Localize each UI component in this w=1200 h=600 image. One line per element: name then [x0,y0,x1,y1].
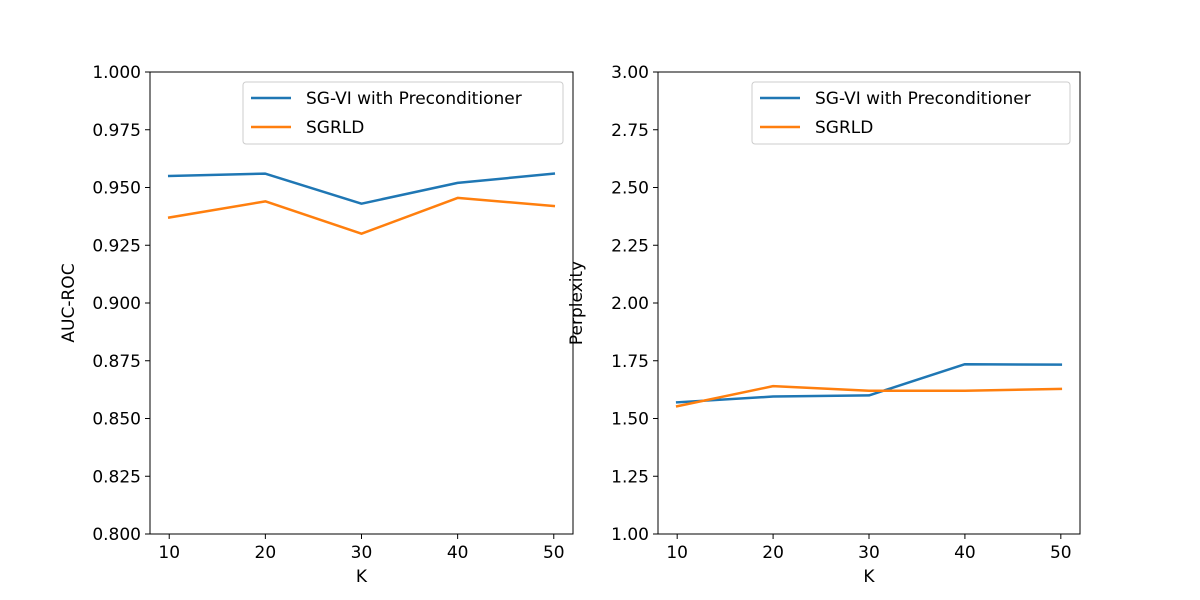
auc-roc-y-tick-label-5: 0.925 [92,236,141,256]
perplexity-chart: 10 20 30 40 50 1.00 1.25 1.50 1.75 2.00 2.25 2.50 2.… [567,63,1081,587]
auc-roc-y-tick-label-3: 0.875 [92,352,141,372]
auc-roc-y-tick-label-6: 0.950 [92,179,141,199]
perplexity-y-tick-label-5: 2.25 [611,236,649,256]
perplexity-y-tick-label-3: 1.75 [611,352,649,372]
auc-roc-legend-box [242,81,564,145]
auc-roc-legend: SG-VI with Preconditioner SGRLD [242,81,564,145]
perplexity-x-tick-label-10: 10 [666,543,688,563]
perplexity-y-tick-label-6: 2.50 [611,179,649,199]
auc-roc-y-tick-label-0: 0.800 [92,525,141,545]
auc-roc-series-line-sg-vi-with-preconditioner [167,172,556,205]
perplexity-series-group [675,362,1063,408]
perplexity-x-tick-label-20: 20 [762,543,784,563]
auc-roc-x-axis-label: K [356,567,368,587]
perplexity-y-tick-label-0: 1.00 [611,525,649,545]
auc-roc-series-group [167,172,556,235]
auc-roc-y-tick-label-8: 1.000 [92,63,141,83]
perplexity-legend-box [751,81,1071,145]
auc-roc-x-tick-label-40: 40 [447,543,469,563]
perplexity-series-line-sg-vi-with-preconditioner [675,362,1063,404]
perplexity-legend-label-sg-vi: SG-VI with Preconditioner [815,89,1031,109]
perplexity-y-tick-label-1: 1.25 [611,467,649,487]
auc-roc-y-axis-label: AUC-ROC [59,263,79,342]
perplexity-y-tick-label-7: 2.75 [611,121,649,141]
perplexity-legend-label-sgrld: SGRLD [815,118,873,138]
perplexity-y-tick-label-4: 2.00 [611,294,649,314]
perplexity-x-tick-label-50: 50 [1050,543,1072,563]
perplexity-y-axis-label: Perplexity [567,261,587,345]
auc-roc-x-tick-label-50: 50 [543,543,565,563]
perplexity-series-line-sgrld [675,384,1063,408]
perplexity-y-tick-label-8: 3.00 [611,63,649,83]
auc-roc-legend-label-sgrld: SGRLD [306,118,364,138]
auc-roc-x-tick-label-30: 30 [351,543,373,563]
auc-roc-legend-label-sg-vi: SG-VI with Preconditioner [306,89,522,109]
perplexity-y-tick-label-2: 1.50 [611,410,649,430]
perplexity-legend: SG-VI with Preconditioner SGRLD [751,81,1071,145]
perplexity-x-axis-label: K [863,567,875,587]
auc-roc-chart: 10 20 30 40 50 0.800 0.825 0.850 0.875 0.900 0.925… [59,63,574,587]
auc-roc-y-tick-label-4: 0.900 [92,294,141,314]
auc-roc-x-tick-label-20: 20 [255,543,277,563]
perplexity-ticks: 10 20 30 40 50 1.00 1.25 1.50 1.75 2.00 2.25 2.50 2.… [611,63,1071,563]
perplexity-x-tick-label-40: 40 [954,543,976,563]
auc-roc-ticks: 10 20 30 40 50 0.800 0.825 0.850 0.875 0.900 0.925… [92,63,564,563]
perplexity-x-tick-label-30: 30 [858,543,880,563]
auc-roc-y-tick-label-7: 0.975 [92,121,141,141]
auc-roc-y-tick-label-1: 0.825 [92,467,141,487]
auc-roc-y-tick-label-2: 0.850 [92,410,141,430]
auc-roc-series-line-sgrld [167,196,556,235]
auc-roc-x-tick-label-10: 10 [158,543,180,563]
